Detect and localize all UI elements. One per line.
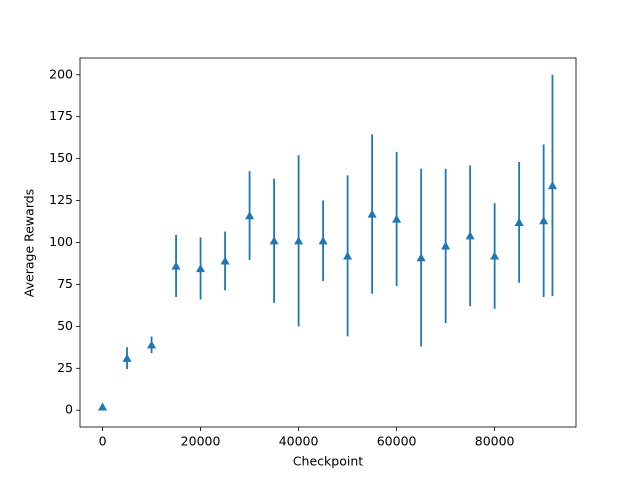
data-point — [416, 253, 426, 262]
y-tick-label: 75 — [57, 276, 73, 291]
data-point — [547, 180, 557, 190]
x-tick-label: 40000 — [279, 434, 319, 449]
data-point — [465, 231, 475, 240]
y-tick-label: 125 — [49, 192, 73, 207]
x-tick-label: 0 — [99, 434, 107, 449]
data-point — [490, 251, 500, 260]
data-point — [392, 214, 402, 223]
data-point — [196, 263, 206, 273]
y-tick-label: 0 — [65, 402, 73, 417]
y-tick-label: 150 — [49, 150, 73, 165]
data-point — [514, 217, 524, 226]
data-point — [318, 236, 328, 245]
data-point — [441, 241, 451, 250]
data-point — [294, 236, 304, 245]
data-point — [220, 256, 230, 265]
data-point — [245, 211, 255, 220]
data-point — [539, 216, 549, 225]
y-tick-label: 200 — [49, 66, 73, 81]
data-point — [98, 402, 108, 411]
y-axis-label: Average Rewards — [22, 189, 37, 297]
y-tick-label: 100 — [49, 234, 73, 249]
x-axis-label: Checkpoint — [293, 454, 363, 469]
data-point — [343, 251, 353, 260]
y-tick-label: 25 — [57, 360, 73, 375]
data-point — [269, 236, 279, 245]
y-tick-label: 50 — [57, 318, 73, 333]
data-point — [147, 340, 157, 349]
plot-frame — [79, 57, 577, 428]
x-tick-label: 20000 — [181, 434, 221, 449]
y-tick-label: 175 — [49, 108, 73, 123]
x-tick-label: 80000 — [475, 434, 515, 449]
data-point — [122, 353, 132, 362]
data-point — [171, 261, 181, 270]
data-point — [367, 209, 377, 218]
x-tick-label: 60000 — [377, 434, 417, 449]
